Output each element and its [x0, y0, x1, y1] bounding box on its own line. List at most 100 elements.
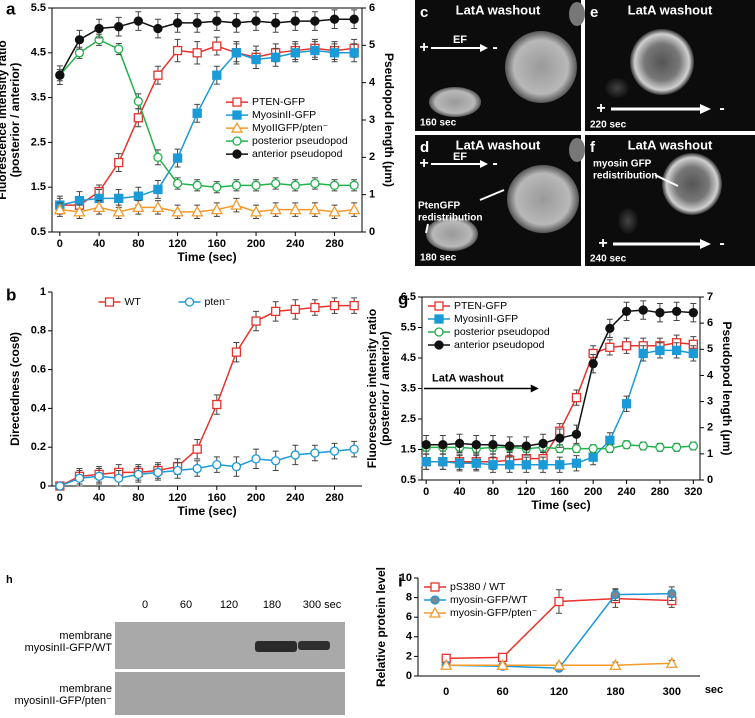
panel-label: i [398, 571, 403, 590]
marker [638, 305, 648, 315]
marker [133, 16, 143, 26]
marker [329, 14, 340, 24]
time-label: 220 sec [590, 120, 627, 131]
legend-label: anterior pseudopod [252, 148, 343, 160]
legend-marker [430, 582, 440, 592]
y2-tick-label: 3 [707, 395, 713, 407]
panel-label: f [590, 139, 596, 156]
minus-sign: - [719, 100, 724, 117]
legend-label: posterior pseudopod [252, 135, 348, 147]
marker [153, 23, 163, 34]
y-tick-label: 0.4 [31, 402, 47, 414]
plus-sign: + [419, 155, 428, 172]
marker [114, 44, 124, 54]
marker [114, 473, 124, 483]
arrow-head [700, 239, 711, 249]
marker [555, 433, 565, 443]
y-tick-label: 4.5 [31, 47, 46, 59]
marker [588, 359, 598, 369]
pointer-arrow [479, 189, 505, 201]
marker [114, 193, 124, 204]
y-tick-label: 0 [40, 480, 46, 492]
y2-tick-label: 6 [369, 2, 375, 14]
plus-sign: + [598, 235, 607, 252]
cell [605, 78, 629, 98]
x-tick-label: 160 [208, 238, 226, 250]
marker [191, 205, 204, 217]
marker [133, 113, 143, 123]
marker [231, 18, 242, 28]
marker [133, 191, 143, 201]
legend-marker [232, 97, 242, 107]
y2-tick-label: 2 [707, 422, 713, 434]
cell [429, 87, 481, 117]
marker [172, 45, 183, 56]
marker [605, 323, 615, 334]
marker [505, 441, 515, 451]
x-tick-label: 280 [651, 486, 669, 498]
marker [231, 48, 242, 58]
legend-label: myosin-GFP/pten⁻ [450, 607, 538, 619]
marker [249, 205, 263, 217]
y-tick-label: 8 [406, 592, 412, 604]
lane-label: 0 [142, 599, 148, 611]
marker [192, 48, 202, 58]
marker [172, 178, 183, 189]
x-tick-label: 0 [57, 238, 63, 250]
marker [153, 152, 163, 162]
x-axis-label: Time (sec) [177, 250, 236, 264]
pointer-arrow [425, 223, 429, 234]
marker [438, 440, 448, 450]
marker [521, 460, 532, 470]
series-line [59, 38, 355, 188]
marker [421, 440, 431, 450]
marker [605, 342, 615, 352]
panel-label: h [6, 574, 13, 586]
x-tick-label: 40 [93, 492, 105, 504]
image-panel: e LatA washout + - 220 sec [585, 0, 755, 131]
plus-sign: + [419, 39, 428, 56]
arrow-head [480, 160, 488, 168]
marker [231, 461, 242, 472]
annotation: LatA washout [432, 372, 504, 384]
legend-label: PTEN-GFP [252, 96, 305, 108]
field-label: EF [453, 151, 467, 163]
legend-label: MyoIIGFP/pten⁻ [252, 122, 329, 134]
series-line [59, 304, 355, 487]
marker [308, 203, 322, 215]
time-label: 160 sec [420, 118, 457, 129]
x-tick-label: 80 [132, 238, 144, 250]
marker [192, 444, 202, 454]
y-axis-label: Fluorescence intensity ratio [365, 309, 379, 468]
marker [488, 460, 498, 470]
panel-label: e [590, 4, 598, 21]
panel-label: d [420, 139, 429, 156]
legend-marker [232, 136, 242, 146]
minus-sign: - [492, 39, 497, 56]
marker [349, 444, 359, 454]
marker [212, 399, 222, 410]
legend-label: MyosinII-GFP [252, 109, 316, 121]
y-axis-label: Fluorescence intensity ratio [0, 40, 9, 199]
lane-label: 60 [180, 599, 192, 611]
marker [74, 48, 85, 58]
marker [538, 438, 548, 449]
marker [349, 48, 359, 58]
legend-label: PTEN-GFP [454, 300, 507, 312]
image-title: LatA washout [456, 137, 541, 152]
marker [74, 473, 85, 483]
cell [426, 217, 478, 251]
marker [231, 347, 242, 357]
y-tick-label: 3.5 [401, 382, 416, 394]
x-tick-label: 200 [247, 238, 265, 250]
legend-marker [430, 595, 440, 605]
marker [610, 590, 621, 600]
x-tick-label: 240 [286, 492, 304, 504]
y-tick-label: 6 [406, 611, 412, 623]
marker [53, 203, 66, 215]
marker [290, 450, 300, 460]
marker [329, 48, 340, 58]
x-tick-label: 0 [423, 486, 429, 498]
legend-marker [434, 301, 444, 311]
y-tick-label: 0.5 [31, 226, 46, 238]
